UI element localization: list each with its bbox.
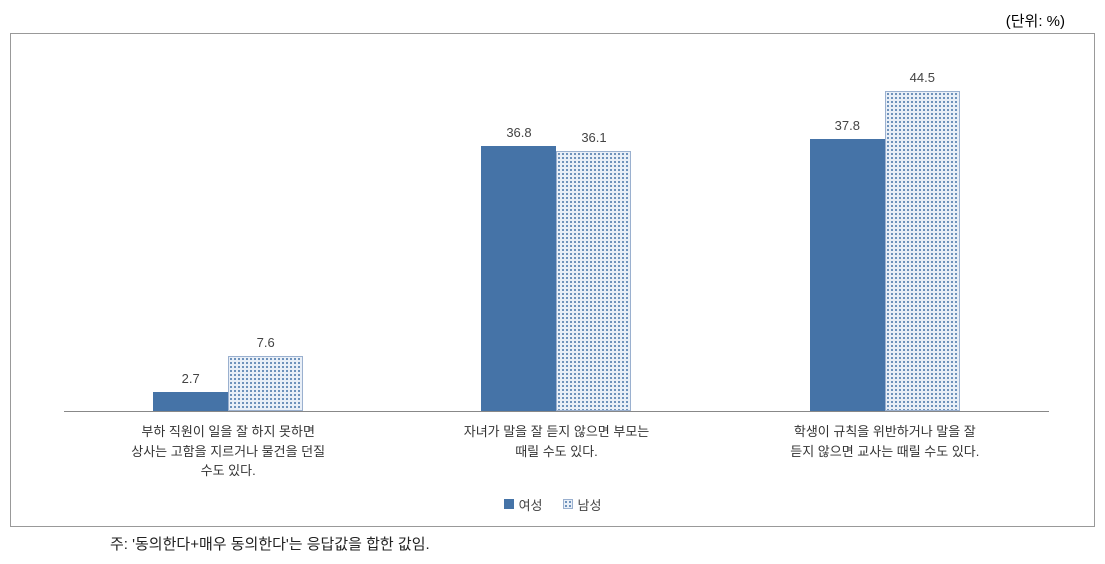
bar-value-label: 44.5	[910, 70, 935, 85]
x-axis-label: 자녀가 말을 잘 듣지 않으면 부모는때릴 수도 있다.	[392, 422, 720, 481]
legend-label: 남성	[578, 495, 602, 514]
legend: 여성 남성	[36, 495, 1069, 514]
unit-label: (단위: %)	[10, 10, 1095, 31]
legend-swatch-icon	[504, 499, 514, 509]
bar-female	[153, 392, 228, 411]
x-axis-labels: 부하 직원이 일을 잘 하지 못하면상사는 고함을 지르거나 물건을 던질수도 …	[64, 422, 1049, 481]
footnote: 주: '동의한다+매우 동의한다'는 응답값을 합한 값임.	[10, 533, 1095, 554]
bar-value-label: 7.6	[257, 335, 275, 350]
bar-group: 2.7 7.6	[64, 52, 392, 411]
legend-swatch-icon	[563, 499, 573, 509]
bar-value-label: 2.7	[182, 371, 200, 386]
bar-male	[556, 151, 631, 411]
legend-item-female: 여성	[504, 495, 543, 514]
bar-group: 37.8 44.5	[721, 52, 1049, 411]
x-axis-label: 학생이 규칙을 위반하거나 말을 잘듣지 않으면 교사는 때릴 수도 있다.	[721, 422, 1049, 481]
bar-female	[481, 146, 556, 411]
bar-group: 36.8 36.1	[392, 52, 720, 411]
bar-female	[810, 139, 885, 411]
plot-area: 2.7 7.6 36.8 36.1 37.8 44.5	[64, 52, 1049, 412]
bar-container: 37.8	[810, 52, 885, 411]
x-axis-label: 부하 직원이 일을 잘 하지 못하면상사는 고함을 지르거나 물건을 던질수도 …	[64, 422, 392, 481]
chart-border: 2.7 7.6 36.8 36.1 37.8 44.5 부하 직원이 일을 잘 하지 못하…	[10, 33, 1095, 527]
bar-container: 2.7	[153, 52, 228, 411]
bar-container: 44.5	[885, 52, 960, 411]
bar-container: 36.8	[481, 52, 556, 411]
legend-item-male: 남성	[563, 495, 602, 514]
bar-container: 36.1	[556, 52, 631, 411]
legend-label: 여성	[519, 495, 543, 514]
bar-male	[228, 356, 303, 411]
bar-value-label: 36.1	[581, 130, 606, 145]
chart-wrapper: (단위: %) 2.7 7.6 36.8 36.1 37.8 44.5 부하 직원이 일을…	[10, 10, 1095, 554]
bar-container: 7.6	[228, 52, 303, 411]
bar-value-label: 36.8	[506, 125, 531, 140]
bar-male	[885, 91, 960, 411]
bar-value-label: 37.8	[835, 118, 860, 133]
